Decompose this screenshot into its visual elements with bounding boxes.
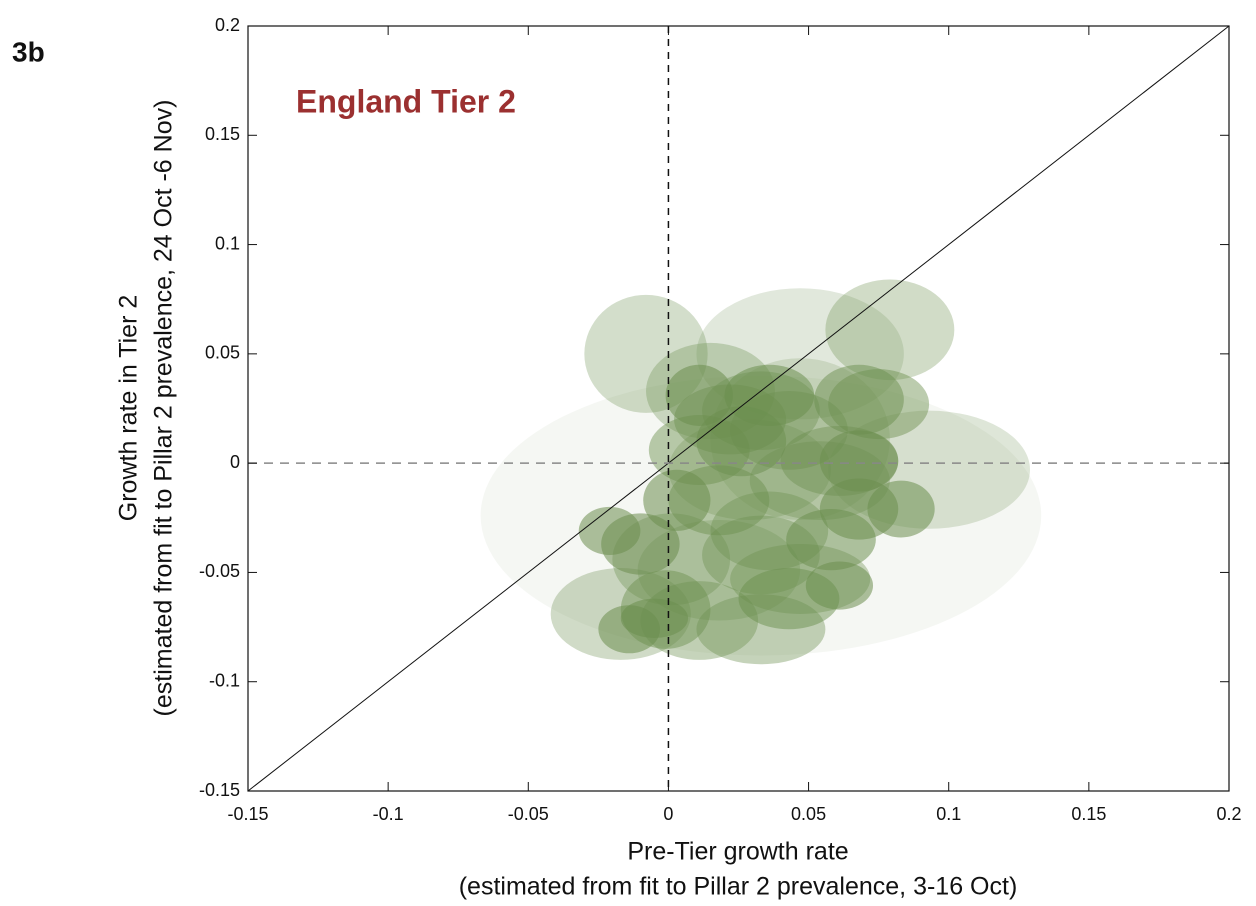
identity-line (247, 25, 1230, 792)
y-tick-label: -0.15 (199, 780, 240, 800)
uncertainty-ellipse (620, 598, 689, 638)
y-axis-label: (estimated from fit to Pillar 2 prevalen… (150, 100, 178, 717)
x-tick-label: -0.1 (373, 804, 404, 824)
x-tick-label: 0.2 (1216, 804, 1241, 824)
y-tick-label: 0 (230, 452, 240, 472)
y-tick-label: 0.2 (215, 15, 240, 35)
uncertainty-ellipse (867, 480, 935, 538)
uncertainty-ellipse (637, 519, 801, 621)
uncertainty-ellipse (819, 430, 899, 492)
uncertainty-ellipse (696, 594, 826, 665)
x-tick-label: -0.15 (227, 804, 268, 824)
uncertainty-ellipse (825, 279, 955, 381)
uncertainty-ellipse (665, 364, 733, 426)
y-tick-label: 0.1 (215, 233, 240, 253)
x-axis-label: Pre-Tier growth rate (627, 838, 848, 866)
chart-title: England Tier 2 (296, 83, 516, 119)
x-tick-label: 0.05 (791, 804, 826, 824)
uncertainty-ellipse (480, 375, 1042, 656)
x-tick-label: -0.05 (508, 804, 549, 824)
uncertainty-ellipse (724, 364, 815, 426)
uncertainty-ellipse (640, 581, 759, 660)
x-tick-label: 0 (663, 804, 673, 824)
y-tick-label: -0.05 (199, 561, 240, 581)
uncertainty-ellipse (648, 415, 750, 485)
uncertainty-ellipse (828, 369, 930, 440)
plot-frame (247, 25, 1230, 792)
y-axis-label: Growth rate in Tier 2 (115, 295, 143, 521)
uncertainty-ellipse (643, 469, 711, 531)
y-tick-label: -0.1 (209, 670, 240, 690)
uncertainty-ellipse (786, 509, 876, 571)
panel-label: 3b (12, 36, 45, 67)
uncertainty-ellipse (814, 364, 904, 435)
x-tick-label: 0.15 (1071, 804, 1106, 824)
x-axis-label: (estimated from fit to Pillar 2 prevalen… (459, 873, 1018, 901)
y-tick-label: 0.15 (205, 124, 240, 144)
uncertainty-ellipse (738, 568, 840, 630)
x-tick-label: 0.1 (936, 804, 961, 824)
y-tick-label: 0.05 (205, 343, 240, 363)
uncertainty-ellipse (702, 515, 820, 595)
uncertainty-ellipse (612, 513, 731, 606)
uncertainty-ellipse (601, 513, 680, 575)
uncertainty-ellipse (805, 561, 874, 610)
